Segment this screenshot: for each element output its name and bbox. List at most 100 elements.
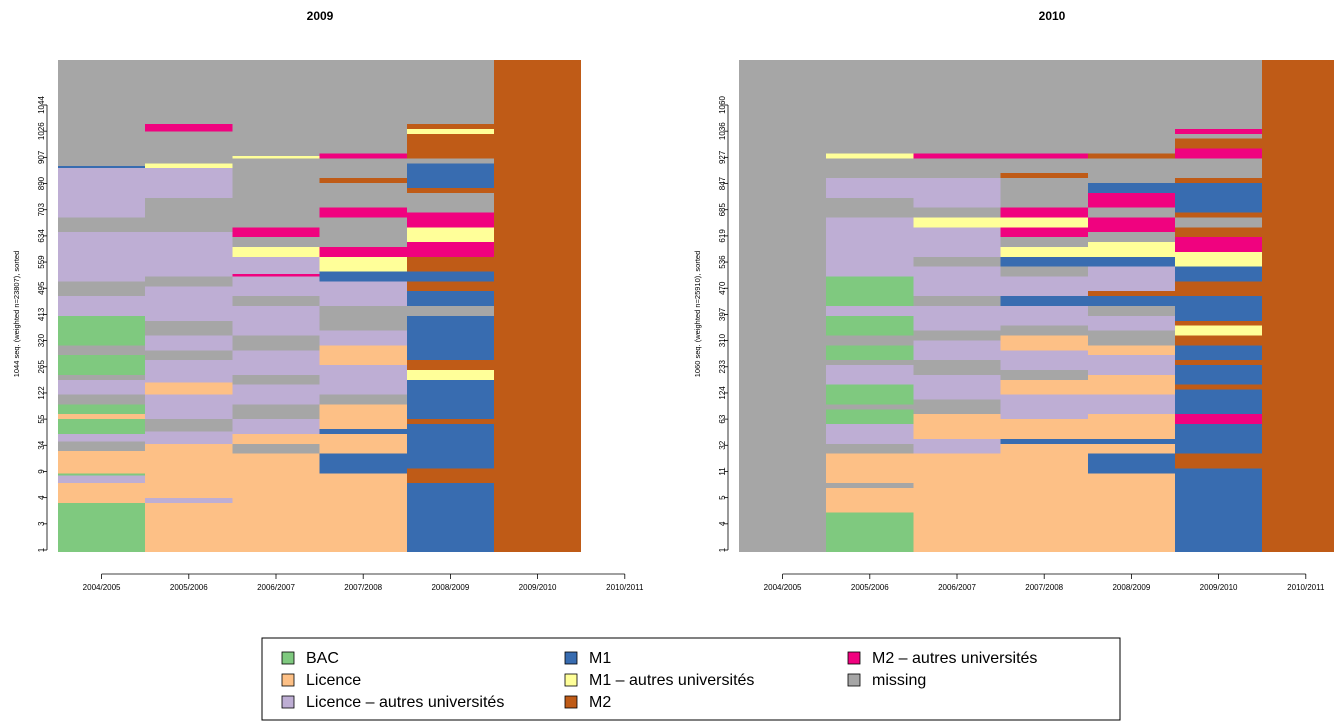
y-tick-label-0-9: 413	[37, 307, 46, 321]
y-tick-label-1-15: 927	[718, 150, 727, 164]
y-tick-label-0-5: 55	[37, 414, 46, 423]
segment-1-4-0	[1087, 473, 1175, 552]
segment-0-3-4	[319, 404, 407, 429]
segment-1-4-12	[1087, 296, 1175, 306]
segment-0-3-1	[319, 453, 407, 474]
segment-0-4-10	[406, 281, 494, 292]
segment-1-2-7	[913, 330, 1001, 341]
segment-1-1-20	[826, 153, 914, 159]
segment-1-2-5	[913, 360, 1001, 375]
segment-1-3-11	[1000, 276, 1088, 297]
segment-0-0-1	[58, 483, 146, 503]
segment-1-1-5	[826, 424, 914, 444]
segment-1-5-6	[1175, 365, 1263, 385]
segment-1-3-21	[1000, 158, 1088, 174]
y-tick-label-1-16: 1036	[718, 122, 727, 140]
segment-0-2-3	[232, 419, 320, 434]
segment-0-1-7	[145, 360, 233, 383]
segment-0-4-7	[406, 315, 494, 361]
y-tick-label-1-2: 5	[718, 495, 727, 500]
segment-0-2-17	[232, 158, 320, 228]
segment-1-4-19	[1087, 207, 1175, 218]
segment-1-5-29	[1175, 60, 1263, 129]
x-tick-label-0-5: 2009/2010	[519, 583, 557, 592]
segment-0-1-8	[145, 350, 233, 361]
y-axis-label-0: 1044 seq. (weighted n=23807), sorted	[12, 251, 21, 378]
segment-1-1-19	[826, 158, 914, 179]
segment-1-3-12	[1000, 266, 1088, 277]
segment-0-4-5	[406, 369, 494, 380]
segment-1-3-5	[1000, 369, 1088, 380]
segment-1-4-10	[1087, 315, 1175, 331]
segment-0-1-12	[145, 276, 233, 287]
segment-0-4-13	[406, 242, 494, 257]
segment-0-4-11	[406, 271, 494, 282]
segment-0-3-5	[319, 394, 407, 405]
legend-label-1: M1	[589, 650, 611, 667]
legend-label-5: missing	[872, 672, 926, 689]
y-tick-label-1-7: 233	[718, 360, 727, 374]
segment-1-4-11	[1087, 306, 1175, 316]
segment-1-4-24	[1087, 60, 1175, 154]
segment-0-3-12	[319, 256, 407, 272]
segment-0-0-2	[58, 475, 146, 484]
segment-0-4-3	[406, 419, 494, 425]
segment-0-1-3	[145, 431, 233, 444]
segment-0-4-21	[406, 133, 494, 159]
segment-1-1-13	[826, 315, 914, 336]
segment-1-3-0	[1000, 443, 1088, 552]
segment-0-4-8	[406, 306, 494, 316]
segment-0-4-1	[406, 468, 494, 484]
segment-1-1-6	[826, 409, 914, 425]
segment-0-5-0	[494, 60, 582, 552]
segment-0-4-18	[406, 163, 494, 188]
segment-0-2-6	[232, 374, 320, 385]
y-tick-label-0-17: 1044	[37, 96, 46, 114]
legend-swatch-7	[564, 695, 578, 709]
segment-0-0-16	[58, 296, 146, 316]
segment-1-1-21	[826, 143, 914, 154]
segment-0-3-17	[319, 178, 407, 183]
segment-1-5-23	[1175, 178, 1263, 183]
y-tick-label-1-0: 1	[718, 547, 727, 552]
segment-1-4-5	[1087, 394, 1175, 415]
segment-0-1-10	[145, 320, 233, 336]
segment-1-4-4	[1087, 414, 1175, 439]
x-tick-label-0-3: 2007/2008	[344, 583, 382, 592]
segment-0-4-16	[406, 192, 494, 213]
segment-0-2-16	[232, 227, 320, 238]
legend-label-6: Licence – autres universités	[306, 694, 504, 711]
segment-1-2-8	[913, 306, 1001, 331]
segment-0-1-18	[145, 131, 233, 159]
segment-0-4-12	[406, 256, 494, 272]
segment-1-3-8	[1000, 325, 1088, 336]
segment-1-5-10	[1175, 345, 1263, 356]
segment-1-5-5	[1175, 384, 1263, 390]
segment-0-3-18	[319, 158, 407, 179]
x-tick-label-0-4: 2008/2009	[431, 583, 469, 592]
y-tick-label-0-8: 320	[37, 333, 46, 347]
segment-1-2-18	[913, 60, 1001, 154]
segment-0-1-6	[145, 382, 233, 395]
segment-0-3-6	[319, 365, 407, 395]
segment-0-0-20	[58, 168, 146, 218]
segment-0-4-24	[406, 60, 494, 124]
segment-0-0-21	[58, 165, 146, 169]
segment-0-2-0	[232, 453, 320, 552]
y-tick-label-1-1: 4	[718, 521, 727, 526]
segment-0-1-15	[145, 168, 233, 198]
segment-0-1-5	[145, 394, 233, 420]
segment-0-1-9	[145, 335, 233, 351]
segment-1-3-13	[1000, 256, 1088, 267]
segment-1-1-17	[826, 197, 914, 218]
segment-0-2-12	[232, 274, 320, 277]
segment-0-1-4	[145, 419, 233, 432]
segment-0-2-2	[232, 433, 320, 444]
segment-0-3-14	[319, 217, 407, 247]
segment-1-1-12	[826, 335, 914, 346]
y-tick-label-0-14: 890	[37, 176, 46, 190]
legend-label-0: BAC	[306, 650, 339, 667]
segment-0-0-0	[58, 502, 146, 552]
y-tick-label-0-4: 34	[37, 440, 46, 449]
segment-1-5-4	[1175, 389, 1263, 415]
